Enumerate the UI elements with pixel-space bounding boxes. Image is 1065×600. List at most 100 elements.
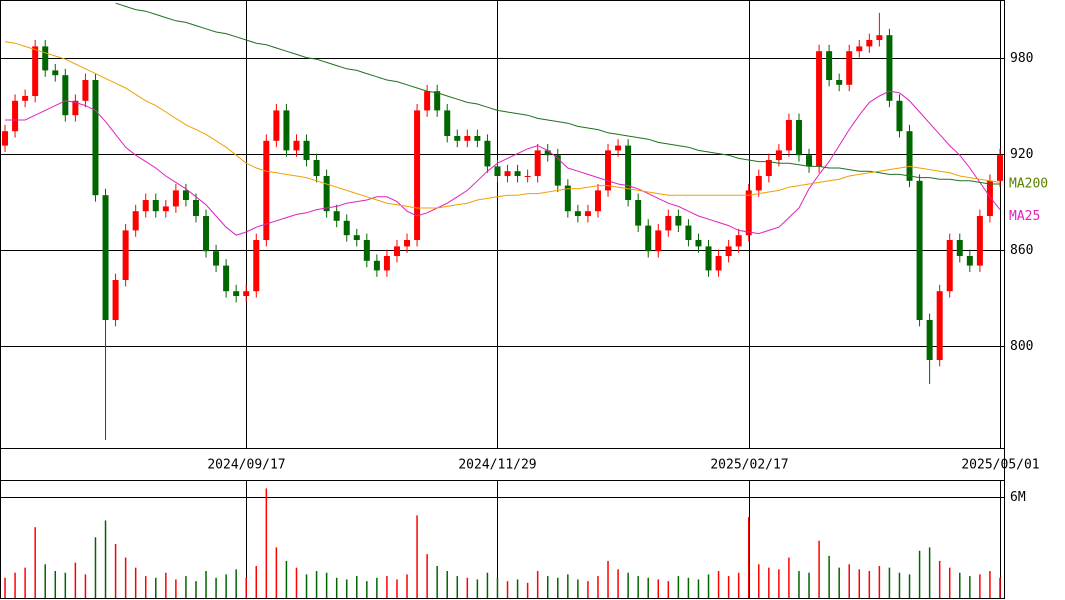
candle-body (625, 145, 632, 200)
candle-body (524, 176, 531, 177)
candle-body (866, 40, 873, 47)
candle-body (936, 291, 943, 360)
candle-body (434, 91, 441, 111)
candle-body (343, 220, 350, 236)
candle-body (172, 190, 179, 207)
candle-body (775, 150, 782, 160)
candle-body (946, 240, 953, 292)
candle-body (816, 51, 823, 167)
candle-body (675, 216, 682, 226)
candle-body (243, 291, 250, 296)
candle-body (544, 150, 551, 156)
candle-body (373, 260, 380, 271)
candle-body (62, 75, 69, 116)
candle-body (725, 246, 732, 256)
candle-body (303, 140, 310, 160)
frame (0, 0, 1005, 599)
candle-body (464, 136, 471, 141)
candle-body (223, 265, 230, 292)
candle-body (856, 46, 863, 52)
candle-body (273, 110, 280, 141)
legend-label: MA200 (1009, 177, 1048, 192)
ma-line (115, 2, 1000, 185)
candle-body (42, 46, 49, 71)
candle-body (906, 131, 913, 181)
candle-body (474, 136, 481, 141)
candle-body (484, 140, 491, 167)
candle-body (2, 131, 9, 146)
candle-body (122, 230, 129, 280)
candle-body (715, 256, 722, 271)
candle-body (564, 185, 571, 212)
candle-body (323, 176, 330, 212)
candle-body (745, 190, 752, 236)
candle-body (424, 91, 431, 111)
candle-body (383, 256, 390, 271)
candle-body (574, 211, 581, 216)
candle-body (655, 230, 662, 252)
candle-body (414, 110, 421, 241)
x-tick-label: 2024/11/29 (458, 458, 536, 473)
candle-body (534, 150, 541, 176)
y-tick-label: 6M (1010, 490, 1026, 505)
x-tick-label: 2024/09/17 (207, 458, 285, 473)
candle-body (926, 320, 933, 360)
candle-body (233, 291, 240, 296)
candle-body (986, 180, 993, 216)
candle-body (353, 235, 360, 240)
candle-body (102, 195, 109, 320)
candle-body (594, 190, 601, 212)
candle-body (203, 216, 210, 252)
y-tick-label: 980 (1010, 51, 1033, 66)
candle-body (755, 176, 762, 191)
candle-body (876, 35, 883, 40)
candle-body (806, 155, 813, 167)
candle-body (896, 100, 903, 132)
candle-body (645, 225, 652, 252)
candle-body (82, 80, 89, 101)
x-tick-label: 2025/02/17 (710, 458, 788, 473)
candle-body (393, 246, 400, 256)
candle-body (152, 200, 159, 212)
candle-body (213, 251, 220, 266)
candle-body (283, 110, 290, 151)
candle-body (162, 206, 169, 212)
candle-body (705, 246, 712, 271)
candle-body (112, 280, 119, 320)
candle-body (584, 211, 591, 216)
candle-body (916, 180, 923, 320)
candle-body (494, 166, 501, 176)
candle-body (504, 171, 511, 176)
candle-body (605, 150, 612, 191)
candle-body (32, 46, 39, 96)
candle-body (313, 160, 320, 176)
candle-body (554, 155, 561, 186)
candle-body (132, 211, 139, 231)
candle-body (363, 240, 370, 261)
ma-line (5, 90, 1001, 236)
candle-body (454, 136, 461, 141)
candle-body (22, 96, 29, 101)
candle-body (615, 145, 622, 151)
candle-body (142, 200, 149, 212)
candle-body (263, 140, 270, 240)
candle-body (996, 155, 1003, 181)
candle-body (966, 256, 973, 266)
candle-body (795, 120, 802, 156)
candle-body (293, 140, 300, 151)
candle-body (92, 80, 99, 196)
candle-body (695, 240, 702, 247)
candle-body (182, 190, 189, 200)
candle-body (836, 80, 843, 85)
candle-body (826, 51, 833, 80)
candle-body (665, 216, 672, 231)
candle-body (404, 240, 411, 247)
x-tick-label: 2025/05/01 (961, 458, 1039, 473)
legend-label: MA25 (1009, 209, 1040, 224)
candle-body (635, 200, 642, 226)
candle-body (886, 35, 893, 101)
y-tick-label: 800 (1010, 339, 1033, 354)
candle-body (52, 70, 59, 76)
candle-body (444, 110, 451, 136)
